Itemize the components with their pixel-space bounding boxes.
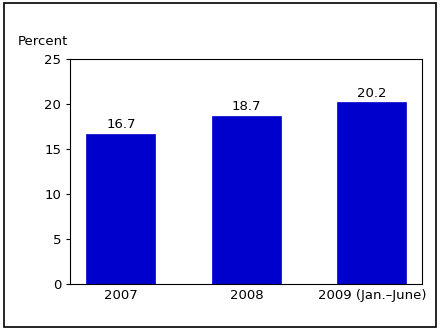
Bar — [212, 116, 281, 284]
Text: Percent: Percent — [18, 35, 68, 48]
Bar — [86, 134, 155, 284]
Text: 20.2: 20.2 — [357, 87, 387, 100]
Text: 18.7: 18.7 — [231, 100, 261, 113]
Text: 16.7: 16.7 — [106, 118, 136, 131]
Bar — [337, 103, 407, 284]
